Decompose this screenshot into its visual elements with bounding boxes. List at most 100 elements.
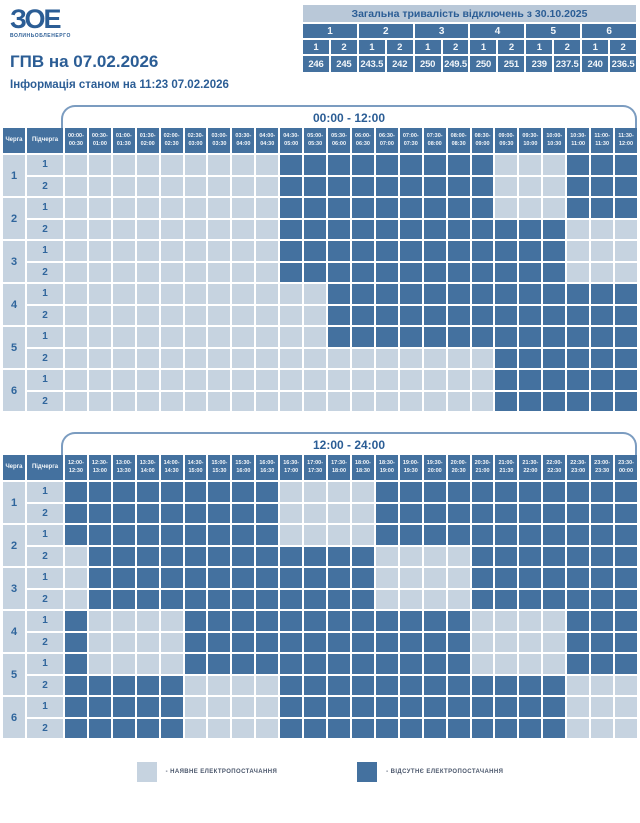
outage-cell bbox=[65, 503, 87, 523]
outage-cell bbox=[423, 632, 446, 652]
time-header-cell: 06:30- 07:00 bbox=[375, 128, 398, 153]
queue-column-header: Черга bbox=[3, 455, 25, 480]
outage-cell bbox=[495, 241, 518, 261]
time-header-cell: 16:00- 16:30 bbox=[256, 455, 279, 480]
outage-cell bbox=[543, 370, 566, 390]
outage-cell bbox=[567, 155, 590, 175]
outage-cell bbox=[88, 568, 111, 588]
power-available-cell bbox=[471, 654, 494, 674]
subqueue-label: 2 bbox=[27, 546, 63, 566]
time-header-cell: 13:30- 14:00 bbox=[136, 455, 159, 480]
outage-cell bbox=[423, 327, 446, 347]
power-available-cell bbox=[447, 391, 470, 411]
outage-cell bbox=[328, 262, 350, 282]
outage-cell bbox=[256, 589, 279, 609]
outage-cell bbox=[543, 348, 566, 368]
power-available-cell bbox=[184, 198, 207, 218]
outage-cell bbox=[351, 176, 374, 196]
power-available-cell bbox=[160, 654, 183, 674]
outage-cell bbox=[543, 675, 566, 695]
power-available-cell bbox=[65, 391, 87, 411]
outage-cell bbox=[304, 654, 327, 674]
power-available-cell bbox=[184, 176, 207, 196]
outage-cell bbox=[208, 654, 231, 674]
outage-cell bbox=[447, 611, 470, 631]
power-available-cell bbox=[591, 219, 614, 239]
power-available-cell bbox=[112, 198, 135, 218]
power-available-cell bbox=[88, 654, 111, 674]
outage-cell bbox=[65, 718, 87, 738]
outage-cell bbox=[591, 348, 614, 368]
outage-cell bbox=[112, 546, 135, 566]
outage-cell bbox=[232, 632, 255, 652]
outage-cell bbox=[65, 675, 87, 695]
outage-cell bbox=[351, 305, 374, 325]
outage-cell bbox=[328, 611, 350, 631]
outage-cell bbox=[447, 503, 470, 523]
power-available-cell bbox=[375, 568, 398, 588]
outage-cell bbox=[423, 198, 446, 218]
outage-cell bbox=[519, 525, 542, 545]
time-header-cell: 21:00- 21:30 bbox=[495, 455, 518, 480]
page-subtitle: Інформація станом на 11:23 07.02.2026 bbox=[10, 79, 229, 91]
power-available-cell bbox=[112, 262, 135, 282]
schedule-table-morning: 00:00 - 12:00 Черга Підчерга 00:00- 00:30 0… bbox=[3, 105, 637, 411]
outage-cell bbox=[280, 568, 303, 588]
outage-cell bbox=[304, 697, 327, 717]
outage-cell bbox=[65, 482, 87, 502]
time-header-cell: 21:30- 22:00 bbox=[519, 455, 542, 480]
outage-cell bbox=[615, 546, 637, 566]
power-available-cell bbox=[304, 482, 327, 502]
power-available-cell bbox=[65, 219, 87, 239]
outage-cell bbox=[519, 305, 542, 325]
subqueue-label: 2 bbox=[27, 219, 63, 239]
outage-cell bbox=[447, 327, 470, 347]
power-available-cell bbox=[567, 718, 590, 738]
power-available-cell bbox=[208, 675, 231, 695]
outage-cell bbox=[328, 697, 350, 717]
outage-cell bbox=[160, 718, 183, 738]
power-available-cell bbox=[232, 348, 255, 368]
time-header-cell: 13:00- 13:30 bbox=[112, 455, 135, 480]
outage-cell bbox=[328, 675, 350, 695]
outage-cell bbox=[112, 525, 135, 545]
outage-cell bbox=[447, 632, 470, 652]
outage-cell bbox=[208, 503, 231, 523]
outage-cell bbox=[423, 654, 446, 674]
power-available-cell bbox=[160, 155, 183, 175]
outage-cell bbox=[495, 546, 518, 566]
power-available-cell bbox=[256, 284, 279, 304]
outage-cell bbox=[591, 589, 614, 609]
outage-cell bbox=[232, 503, 255, 523]
power-available-cell bbox=[184, 697, 207, 717]
outage-cell bbox=[591, 632, 614, 652]
power-available-cell bbox=[65, 348, 87, 368]
power-available-cell bbox=[112, 348, 135, 368]
power-available-cell bbox=[88, 391, 111, 411]
outage-cell bbox=[136, 482, 159, 502]
outage-cell bbox=[447, 176, 470, 196]
outage-cell bbox=[591, 503, 614, 523]
outage-cell bbox=[543, 327, 566, 347]
summary-value-cell: 239 bbox=[526, 56, 553, 72]
time-header-cell: 05:00- 05:30 bbox=[304, 128, 327, 153]
power-available-cell bbox=[232, 305, 255, 325]
outage-cell bbox=[160, 675, 183, 695]
summary-value-cell: 242 bbox=[386, 56, 413, 72]
outage-cell bbox=[256, 632, 279, 652]
summary-queue-cell: 1 bbox=[303, 24, 357, 38]
outage-cell bbox=[615, 370, 637, 390]
outage-cell bbox=[615, 589, 637, 609]
subqueue-label: 1 bbox=[27, 482, 63, 502]
summary-value-cell: 245 bbox=[330, 56, 357, 72]
time-header-cell: 10:00- 10:30 bbox=[543, 128, 566, 153]
power-available-cell bbox=[615, 675, 637, 695]
outage-cell bbox=[256, 568, 279, 588]
outage-cell bbox=[375, 482, 398, 502]
schedule-table-evening: 12:00 - 24:00 Черга Підчерга 12:00- 12:30 1… bbox=[3, 432, 637, 738]
time-header-cell: 09:30- 10:00 bbox=[519, 128, 542, 153]
outage-cell bbox=[543, 241, 566, 261]
power-available-cell bbox=[304, 525, 327, 545]
outage-cell bbox=[615, 348, 637, 368]
outage-cell bbox=[256, 611, 279, 631]
